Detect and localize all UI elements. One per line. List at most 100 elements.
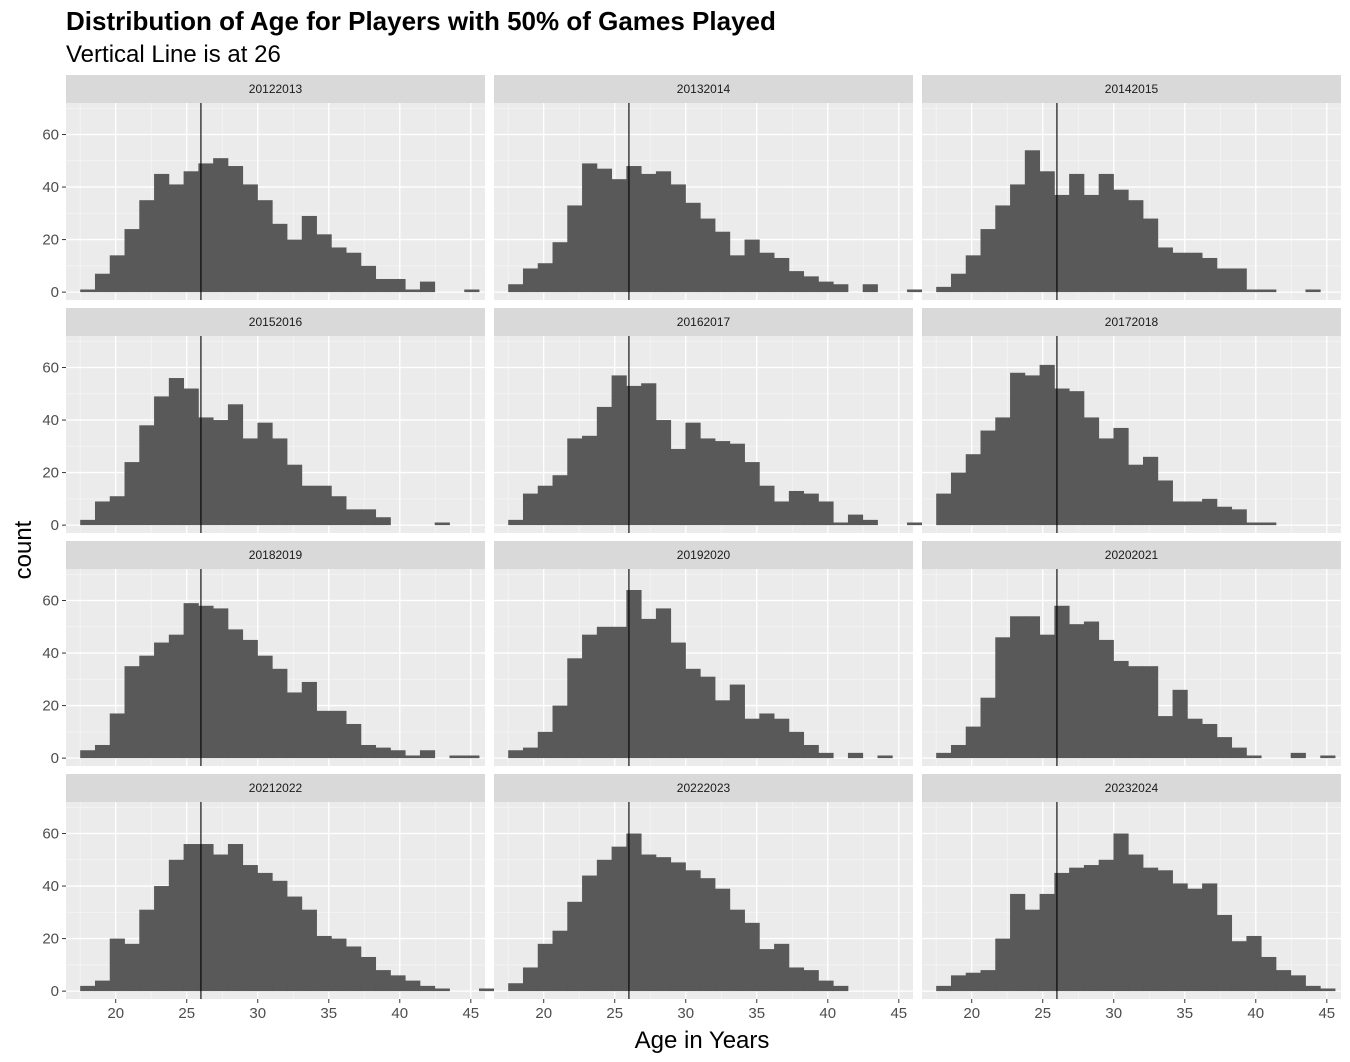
chart-title: Distribution of Age for Players with 50%… [66, 6, 776, 36]
histogram-bar [715, 441, 731, 526]
histogram-bar [227, 404, 244, 526]
histogram-bar [80, 750, 96, 759]
y-tick-label: 60 [42, 360, 59, 377]
facet-strip [922, 774, 1341, 802]
histogram-bar [670, 448, 686, 526]
histogram-bar [479, 988, 495, 992]
histogram-bar [139, 909, 155, 992]
facet-panel-20192020: 20192020 [494, 541, 913, 766]
histogram-bar [803, 276, 819, 293]
facet-strip [494, 541, 913, 569]
histogram-bar [331, 247, 347, 293]
histogram-bar [759, 252, 775, 293]
facet-panels: 20122013 0 20 40 60 20132014 20142015 20152016 0… [42, 75, 1341, 1022]
histogram-bar [1216, 268, 1233, 293]
histogram-bar [582, 875, 598, 992]
histogram-bar [375, 970, 391, 992]
histogram-bar [1172, 501, 1188, 526]
histogram-bar [198, 605, 214, 759]
x-tick-label: 35 [320, 1005, 337, 1022]
x-tick-label: 35 [748, 1005, 765, 1022]
histogram-bar [1010, 616, 1026, 759]
facet-strip [922, 541, 1341, 569]
histogram-bar [1083, 417, 1100, 526]
x-tick-label: 45 [462, 1005, 479, 1022]
histogram-bar [227, 629, 244, 759]
histogram-bar [1010, 184, 1026, 293]
histogram-bar [139, 425, 155, 526]
histogram-bar [655, 608, 672, 759]
histogram-bar [862, 284, 878, 293]
histogram-bar [1261, 956, 1277, 992]
histogram-bar [582, 163, 598, 293]
histogram-bar [744, 922, 760, 992]
histogram-bar [995, 205, 1011, 293]
histogram-bar [759, 485, 775, 526]
histogram-bar [685, 870, 701, 992]
histogram-bars [936, 364, 1277, 526]
histogram-bar [1128, 854, 1144, 992]
y-tick-label: 60 [42, 127, 59, 144]
histogram-bar [1202, 723, 1218, 759]
histogram-bar [183, 603, 199, 759]
x-tick-label: 45 [890, 1005, 907, 1022]
x-tick-label: 45 [1318, 1005, 1335, 1022]
facet-strip [66, 75, 485, 103]
histogram-bar [1187, 252, 1203, 293]
histogram-bar [833, 522, 849, 526]
x-tick-label: 25 [178, 1005, 195, 1022]
histogram-bar [124, 229, 140, 293]
histogram-bar [641, 854, 657, 992]
histogram-bar [124, 666, 140, 759]
histogram-bar [154, 173, 170, 293]
histogram-bar [965, 454, 981, 526]
histogram-bar [729, 909, 745, 992]
histogram-bar [1098, 639, 1114, 759]
histogram-bar [522, 268, 539, 293]
facet-strip [494, 774, 913, 802]
histogram-bars [80, 603, 480, 759]
histogram-bar [715, 231, 731, 293]
x-axis-title: Age in Years [635, 1027, 770, 1054]
facet-strip-label: 20222023 [677, 781, 731, 795]
histogram-bar [449, 755, 465, 759]
histogram-bar [1157, 716, 1173, 759]
histogram-bar [213, 420, 229, 526]
histogram-bar [582, 435, 598, 526]
histogram-bar [272, 668, 288, 759]
facet-strip-label: 20202021 [1105, 548, 1159, 562]
histogram-bar [508, 284, 524, 293]
histogram-bar [552, 930, 568, 992]
x-tick-label: 25 [1034, 1005, 1051, 1022]
histogram-bar [434, 988, 450, 992]
histogram-bar [272, 223, 288, 293]
histogram-bar [109, 938, 125, 992]
facet-strip-label: 20132014 [677, 82, 731, 96]
histogram-bar [1024, 909, 1041, 992]
histogram-bars [80, 378, 450, 526]
x-tick-label: 30 [1105, 1005, 1122, 1022]
histogram-bar [1098, 438, 1114, 526]
facet-panel-20152016: 20152016 0 20 40 60 [42, 308, 485, 534]
histogram-bar [700, 438, 716, 526]
histogram-bar [759, 949, 775, 992]
x-tick-label: 35 [1176, 1005, 1193, 1022]
histogram-bar [419, 750, 436, 759]
histogram-bar [1113, 189, 1129, 293]
histogram-bar [522, 493, 539, 526]
facet-strip-label: 20152016 [249, 315, 303, 329]
histogram-bar [626, 590, 642, 759]
histogram-bar [567, 901, 583, 992]
histogram-bar [936, 985, 952, 992]
histogram-bar [154, 396, 170, 526]
y-tick-label: 20 [42, 232, 59, 249]
histogram-bar [242, 639, 258, 759]
histogram-bar [242, 184, 258, 293]
histogram-bar [124, 943, 140, 992]
histogram-bar [1069, 624, 1085, 759]
histogram-bar [1069, 173, 1085, 293]
histogram-bar [405, 755, 421, 759]
histogram-bar [346, 252, 362, 293]
histogram-bar [287, 896, 303, 992]
histogram-bar [995, 637, 1011, 759]
